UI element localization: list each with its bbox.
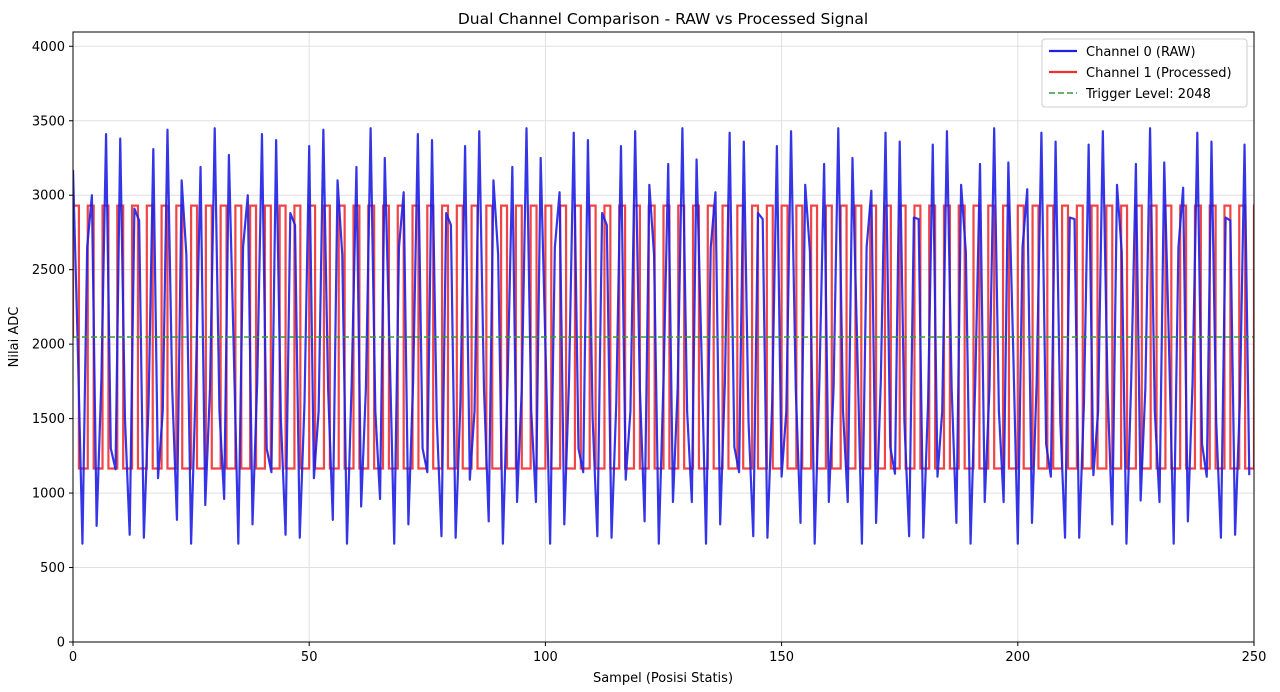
x-axis-label: Sampel (Posisi Statis) — [593, 671, 733, 686]
legend-label-channel-1: Channel 1 (Processed) — [1086, 66, 1232, 81]
legend-label-trigger: Trigger Level: 2048 — [1085, 87, 1211, 102]
chart-title: Dual Channel Comparison - RAW vs Process… — [458, 10, 868, 28]
x-tick-label: 200 — [1005, 650, 1030, 665]
legend: Channel 0 (RAW) Channel 1 (Processed) Tr… — [1041, 38, 1248, 108]
x-tick-label: 250 — [1242, 650, 1267, 665]
x-axis: 0 50 100 150 200 250 — [69, 642, 1267, 665]
y-tick-label: 4000 — [32, 40, 65, 55]
y-tick-label: 0 — [57, 636, 65, 651]
x-tick-label: 100 — [533, 650, 558, 665]
y-axis-label: Nilai ADC — [7, 307, 22, 368]
x-tick-label: 50 — [301, 650, 318, 665]
y-tick-label: 3500 — [32, 114, 65, 129]
y-tick-label: 1500 — [32, 412, 65, 427]
legend-label-channel-0: Channel 0 (RAW) — [1086, 45, 1196, 60]
plot-frame — [72, 31, 1255, 643]
y-tick-label: 3000 — [32, 189, 65, 204]
y-tick-label: 500 — [40, 561, 65, 576]
y-tick-label: 1000 — [32, 487, 65, 502]
x-tick-label: 0 — [69, 650, 77, 665]
y-tick-label: 2000 — [32, 338, 65, 353]
legend-box — [1041, 38, 1248, 108]
series-line-channel-0 — [73, 127, 1251, 545]
y-axis: 0 500 1000 1500 2000 2500 3000 3500 4000 — [32, 40, 73, 651]
x-tick-label: 150 — [769, 650, 794, 665]
y-tick-label: 2500 — [32, 263, 65, 278]
series-layer — [73, 127, 1254, 545]
